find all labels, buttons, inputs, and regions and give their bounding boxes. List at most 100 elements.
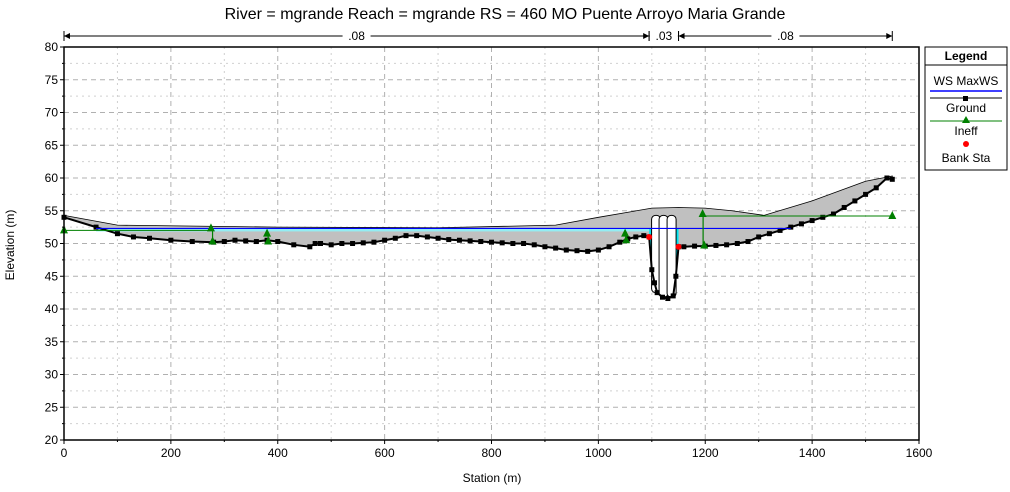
ground-point <box>318 241 323 246</box>
ground-point <box>777 227 783 233</box>
ground-point <box>641 233 647 239</box>
ground-point <box>382 237 388 243</box>
ineff-marker <box>206 223 215 232</box>
ground-point <box>435 235 441 241</box>
ground-point <box>510 241 516 246</box>
ground-point <box>168 237 174 243</box>
chart-title: River = mgrande Reach = mgrande RS = 460… <box>225 6 786 23</box>
bank-station-point <box>675 243 682 250</box>
ground-point <box>521 241 527 246</box>
ground-point <box>788 224 794 230</box>
ground-point <box>745 239 751 245</box>
n-value-label: .08 <box>348 29 365 43</box>
x-tick-label: 600 <box>375 446 395 460</box>
ground-point <box>884 175 890 181</box>
legend-bank-marker <box>963 141 969 147</box>
ineff-marker <box>622 235 631 244</box>
ground-point <box>328 242 334 248</box>
ground-point <box>232 237 238 243</box>
ground-point <box>531 242 537 248</box>
ground-point <box>307 244 313 250</box>
ineff-marker <box>264 236 273 245</box>
ground-point <box>831 211 836 217</box>
ground-point <box>873 185 879 191</box>
ground-point <box>189 239 195 245</box>
ground-point <box>93 224 99 230</box>
ground-point <box>841 204 847 210</box>
ground-point <box>617 239 623 245</box>
x-tick-label: 1200 <box>692 446 719 460</box>
y-tick-label: 40 <box>45 302 59 316</box>
ground-point <box>563 247 569 253</box>
ground-point <box>392 235 398 241</box>
x-tick-label: 1600 <box>906 446 933 460</box>
ineff-marker <box>263 228 272 237</box>
ground-point <box>478 239 484 245</box>
ground-point <box>649 267 655 273</box>
x-tick-label: 1000 <box>585 446 612 460</box>
ground-point <box>852 198 858 204</box>
ground-point <box>253 239 259 245</box>
ground-point <box>424 234 430 240</box>
ground-point <box>403 233 409 239</box>
floodplain-water-band <box>96 228 650 232</box>
ground-point <box>665 296 671 302</box>
ground-point <box>542 244 548 250</box>
ground-point <box>820 214 826 220</box>
x-tick-label: 800 <box>481 446 501 460</box>
y-tick-label: 35 <box>45 335 59 349</box>
y-tick-label: 30 <box>45 368 59 382</box>
ground-point <box>553 245 559 251</box>
n-arrow-right <box>886 33 893 39</box>
n-label-bg <box>342 29 371 42</box>
ground-point <box>339 241 345 246</box>
n-value-label: .08 <box>777 29 794 43</box>
ground-point <box>889 176 895 182</box>
ineff-marker <box>621 228 630 237</box>
y-tick-label: 55 <box>45 204 59 218</box>
ground-point <box>633 234 639 240</box>
ground-point <box>724 242 730 248</box>
ground-point <box>863 191 869 197</box>
ground-point <box>360 240 366 246</box>
grid <box>64 47 919 440</box>
ground-point <box>350 241 356 246</box>
ground-point <box>446 237 452 243</box>
legend-label-ground: Ground <box>946 101 986 115</box>
ground-point <box>114 231 120 237</box>
legend-ineff-marker <box>962 116 970 123</box>
ground-point <box>221 239 227 245</box>
y-tick-label: 65 <box>45 138 59 152</box>
ineff-marker <box>888 210 897 219</box>
x-tick-label: 0 <box>61 446 68 460</box>
n-label-bg <box>771 29 800 42</box>
y-tick-label: 20 <box>45 433 59 447</box>
y-axis-label: Elevation (m) <box>3 210 17 281</box>
legend-ground-marker <box>963 96 968 101</box>
overlays <box>60 209 897 250</box>
legend-label-bank: Bank Sta <box>942 151 991 165</box>
y-tick-label: 50 <box>45 237 59 251</box>
ground-point <box>673 273 679 279</box>
x-tick-label: 400 <box>268 446 288 460</box>
legend-label-ineff: Ineff <box>954 124 978 138</box>
y-tick-label: 80 <box>45 40 59 54</box>
ground-point <box>809 218 815 224</box>
ground-point <box>414 233 420 239</box>
ground-point <box>130 234 136 240</box>
ground-point <box>574 248 580 254</box>
y-tick-label: 25 <box>45 400 59 414</box>
n-label-bg <box>649 29 678 42</box>
y-tick-label: 75 <box>45 73 59 87</box>
ground-point <box>291 242 297 248</box>
legend-title: Legend <box>945 49 988 63</box>
ground-point <box>312 241 318 246</box>
ground-point <box>692 243 698 249</box>
ground-point <box>499 240 505 246</box>
bank-station-point <box>646 233 653 240</box>
ground-point <box>654 290 660 296</box>
ground-point <box>660 294 665 300</box>
